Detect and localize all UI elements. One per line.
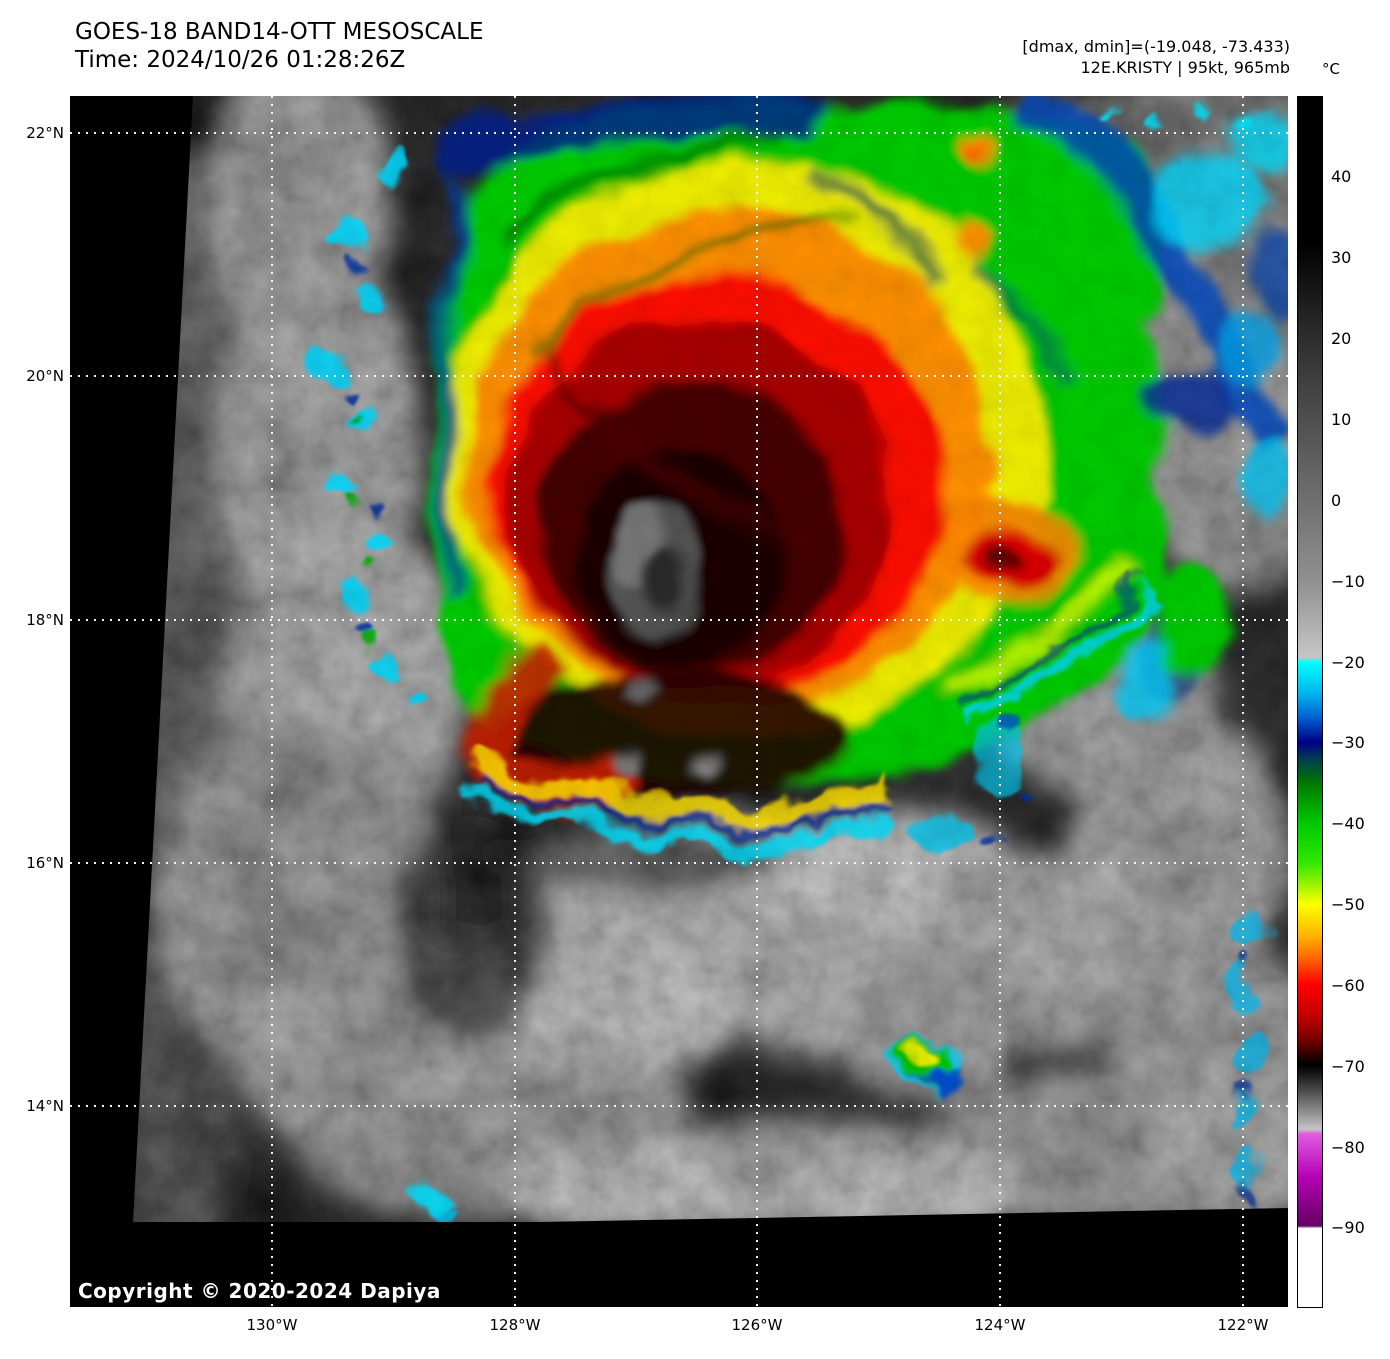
timestamp: Time: 2024/10/26 01:28:26Z (75, 47, 406, 73)
satellite-map (70, 96, 1288, 1307)
lat-label-14n: 14°N (26, 1097, 64, 1115)
colorbar-tick: −70 (1331, 1057, 1365, 1076)
colorbar-tick: −80 (1331, 1138, 1365, 1157)
lon-label-130w: 130°W (246, 1316, 298, 1334)
colorbar-gradient (1297, 96, 1323, 1308)
satellite-image (133, 96, 1288, 1222)
dmax-dmin-readout: [dmax, dmin]=(-19.048, -73.433) (1022, 37, 1290, 56)
colorbar-tick: −50 (1331, 895, 1365, 914)
colorbar-tick: −10 (1331, 572, 1365, 591)
lat-label-20n: 20°N (26, 367, 64, 385)
lat-label-18n: 18°N (26, 611, 64, 629)
page-title: GOES-18 BAND14-OTT MESOSCALE (75, 19, 484, 45)
colorbar-tick: −60 (1331, 976, 1365, 995)
lon-label-128w: 128°W (489, 1316, 541, 1334)
copyright-watermark: Copyright © 2020-2024 Dapiya (78, 1279, 441, 1303)
lon-label-122w: 122°W (1217, 1316, 1269, 1334)
colorbar-tick: −30 (1331, 733, 1365, 752)
storm-info: 12E.KRISTY | 95kt, 965mb (1080, 58, 1291, 77)
lat-label-22n: 22°N (26, 124, 64, 142)
colorbar-tick: −40 (1331, 814, 1365, 833)
lon-label-126w: 126°W (731, 1316, 783, 1334)
colorbar-tick: 20 (1331, 329, 1352, 348)
colorbar-tick: 30 (1331, 248, 1352, 267)
colorbar-tick: 40 (1331, 167, 1352, 186)
colorbar-tick: 0 (1331, 491, 1342, 510)
colorbar-tick: −90 (1331, 1218, 1365, 1237)
colorbar-tick: 10 (1331, 410, 1352, 429)
colorbar-tick: −20 (1331, 653, 1365, 672)
lat-label-16n: 16°N (26, 854, 64, 872)
graticule (70, 96, 1288, 1307)
lon-label-124w: 124°W (974, 1316, 1026, 1334)
header-right: [dmax, dmin]=(-19.048, -73.433) 12E.KRIS… (1022, 36, 1290, 78)
colorbar-unit-label: °C (1322, 60, 1340, 78)
